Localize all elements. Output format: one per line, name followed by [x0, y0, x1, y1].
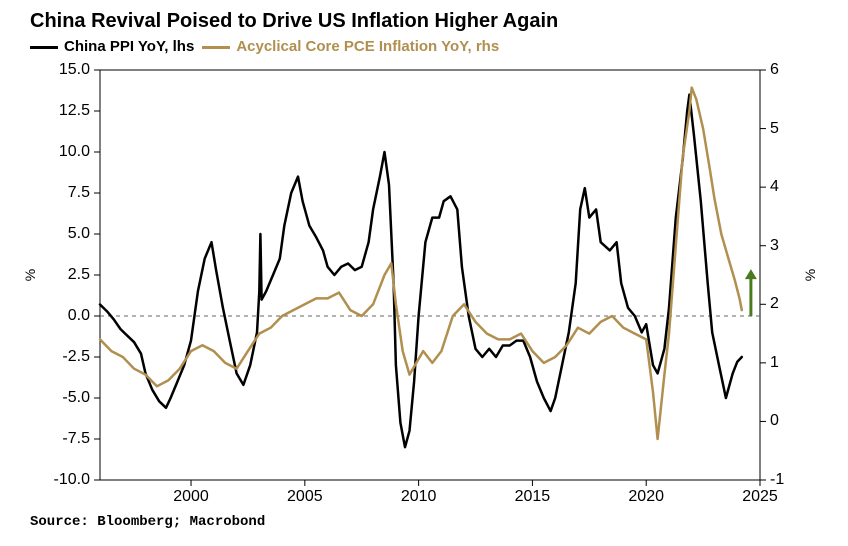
tick-label: 12.5 — [59, 102, 90, 120]
tick-label: -2.5 — [62, 348, 90, 366]
legend-label: China PPI YoY, lhs — [64, 38, 194, 55]
tick-label: 3 — [770, 237, 779, 255]
tick-label: 15.0 — [59, 61, 90, 79]
tick-label: 4 — [770, 178, 779, 196]
series-line — [100, 95, 742, 448]
tick-label: 2 — [770, 295, 779, 313]
tick-label: 5.0 — [68, 225, 90, 243]
tick-label: 0 — [770, 412, 779, 430]
series-line — [100, 88, 742, 439]
tick-label: 6 — [770, 61, 779, 79]
y-axis-left-label: % — [22, 269, 38, 281]
plot-area — [100, 70, 760, 480]
tick-label: 2025 — [742, 488, 778, 506]
tick-label: -7.5 — [62, 430, 90, 448]
tick-label: 0.0 — [68, 307, 90, 325]
tick-label: 2010 — [401, 488, 437, 506]
tick-label: 2005 — [287, 488, 323, 506]
tick-label: 5 — [770, 120, 779, 138]
legend-swatch — [30, 46, 58, 49]
tick-label: 2020 — [628, 488, 664, 506]
legend: China PPI YoY, lhs Acyclical Core PCE Inf… — [30, 38, 507, 55]
tick-label: -1 — [770, 471, 784, 489]
tick-label: 2.5 — [68, 266, 90, 284]
legend-swatch — [202, 46, 230, 49]
tick-label: 2015 — [515, 488, 551, 506]
trend-arrow-head — [745, 269, 757, 279]
y-axis-right-label: % — [802, 269, 818, 281]
chart-container: China Revival Poised to Drive US Inflati… — [0, 0, 848, 546]
legend-item: China PPI YoY, lhs — [30, 38, 194, 55]
tick-label: 1 — [770, 354, 779, 372]
tick-label: -10.0 — [54, 471, 90, 489]
source-text: Source: Bloomberg; Macrobond — [30, 514, 265, 530]
legend-item: Acyclical Core PCE Inflation YoY, rhs — [202, 38, 499, 55]
tick-label: 10.0 — [59, 143, 90, 161]
chart-title: China Revival Poised to Drive US Inflati… — [30, 10, 558, 33]
tick-label: -5.0 — [62, 389, 90, 407]
tick-label: 7.5 — [68, 184, 90, 202]
tick-label: 2000 — [173, 488, 209, 506]
legend-label: Acyclical Core PCE Inflation YoY, rhs — [236, 38, 499, 55]
